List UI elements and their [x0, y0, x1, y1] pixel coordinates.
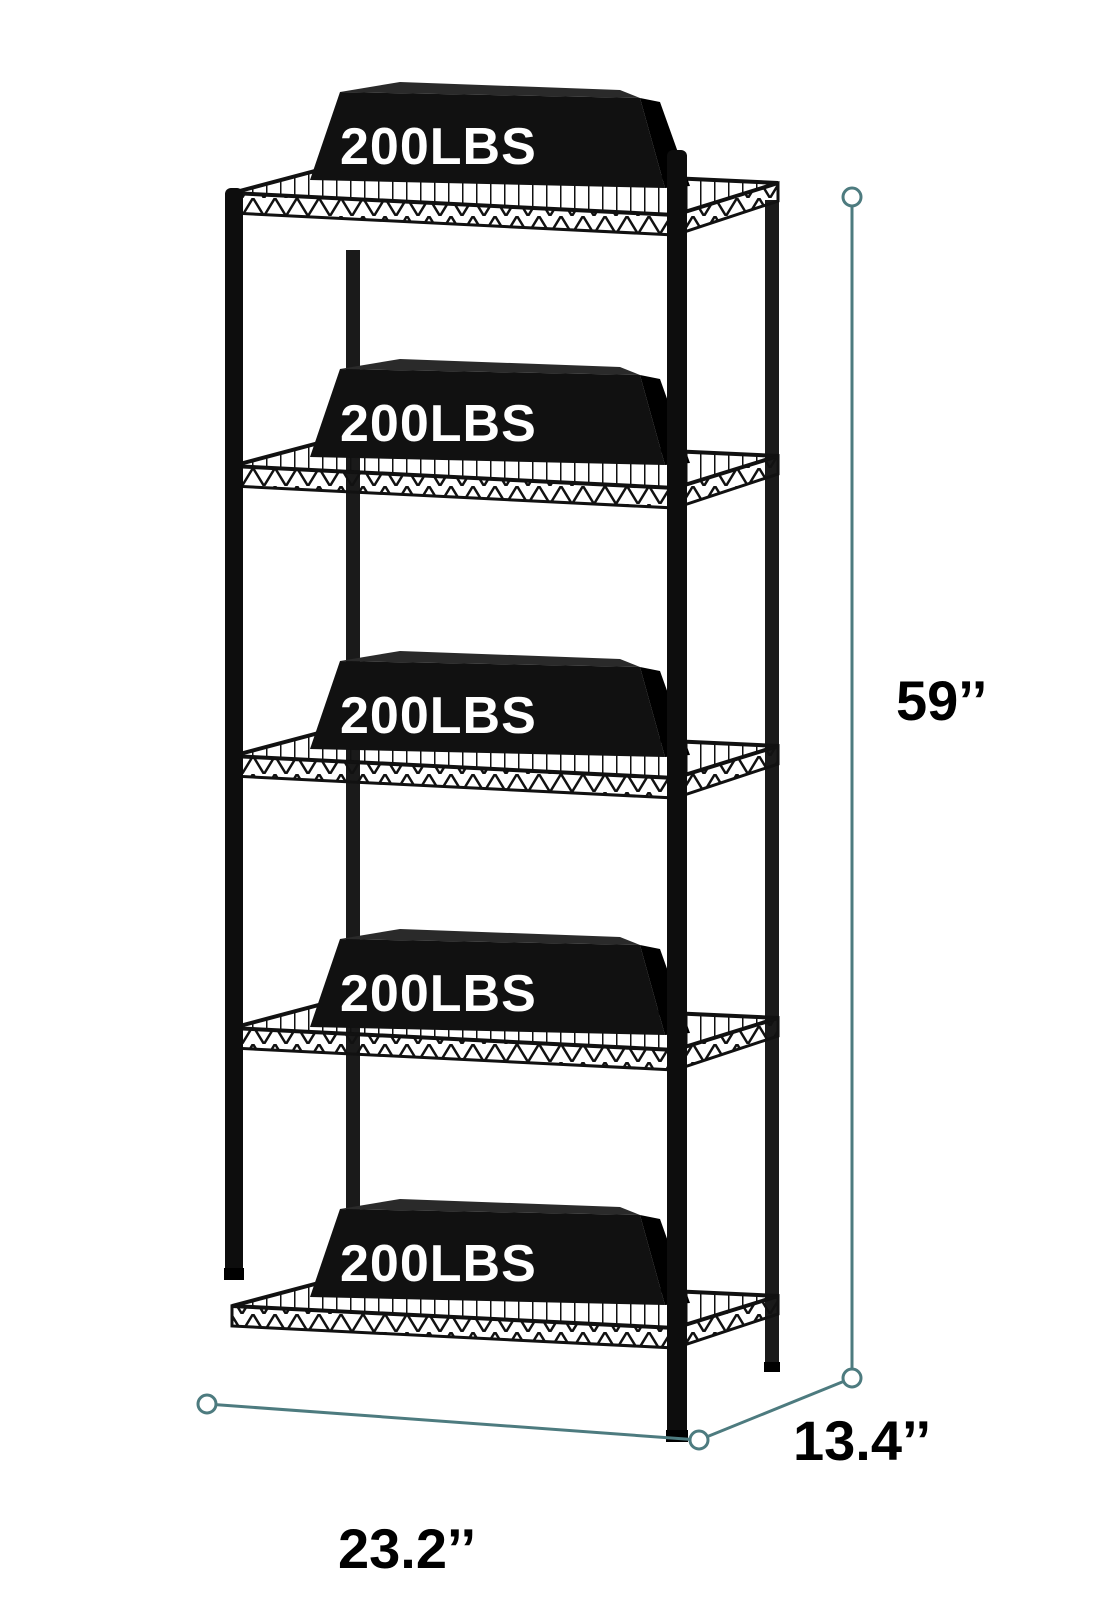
weight-box-front [310, 369, 665, 465]
weight-box: 200LBS [310, 651, 690, 757]
shelf-5: 200LBS [230, 1199, 780, 1351]
back-right-post [765, 200, 779, 1370]
front-left-foot [224, 1268, 244, 1280]
weight-box: 200LBS [310, 359, 690, 465]
weight-box: 200LBS [310, 82, 690, 188]
weight-box-top [340, 82, 640, 98]
width-dimension-label: 23.2’’ [338, 1517, 477, 1580]
weight-label: 200LBS [340, 395, 537, 453]
dimension-point-top [841, 186, 863, 208]
weight-box-top [340, 1199, 640, 1215]
dimension-point-front [688, 1429, 710, 1451]
weight-label: 200LBS [340, 687, 537, 745]
weight-box-front [310, 92, 665, 188]
shelf-3: 200LBS [230, 651, 780, 801]
weight-box-top [340, 359, 640, 375]
shelf-1: 200LBS [230, 82, 780, 238]
weight-box: 200LBS [310, 1199, 690, 1305]
weight-box-front [310, 661, 665, 757]
shelf-4: 200LBS [230, 929, 780, 1073]
weight-label: 200LBS [340, 1235, 537, 1293]
weight-box-top [340, 929, 640, 945]
dimension-lines [196, 186, 863, 1451]
weight-box-top [340, 651, 640, 667]
front-left-post [225, 188, 243, 1278]
weight-label: 200LBS [340, 965, 537, 1023]
shelf-2: 200LBS [230, 359, 780, 511]
weight-box-front [310, 939, 665, 1035]
weight-label: 200LBS [340, 118, 537, 176]
front-right-post [667, 150, 687, 1440]
height-dimension-label: 59’’ [896, 669, 988, 732]
dimension-point-corner [841, 1367, 863, 1389]
weight-box: 200LBS [310, 929, 690, 1035]
weight-box-front [310, 1209, 665, 1305]
dimension-point-left [196, 1393, 218, 1415]
depth-dimension-label: 13.4’’ [793, 1409, 932, 1472]
back-right-foot [764, 1362, 780, 1372]
